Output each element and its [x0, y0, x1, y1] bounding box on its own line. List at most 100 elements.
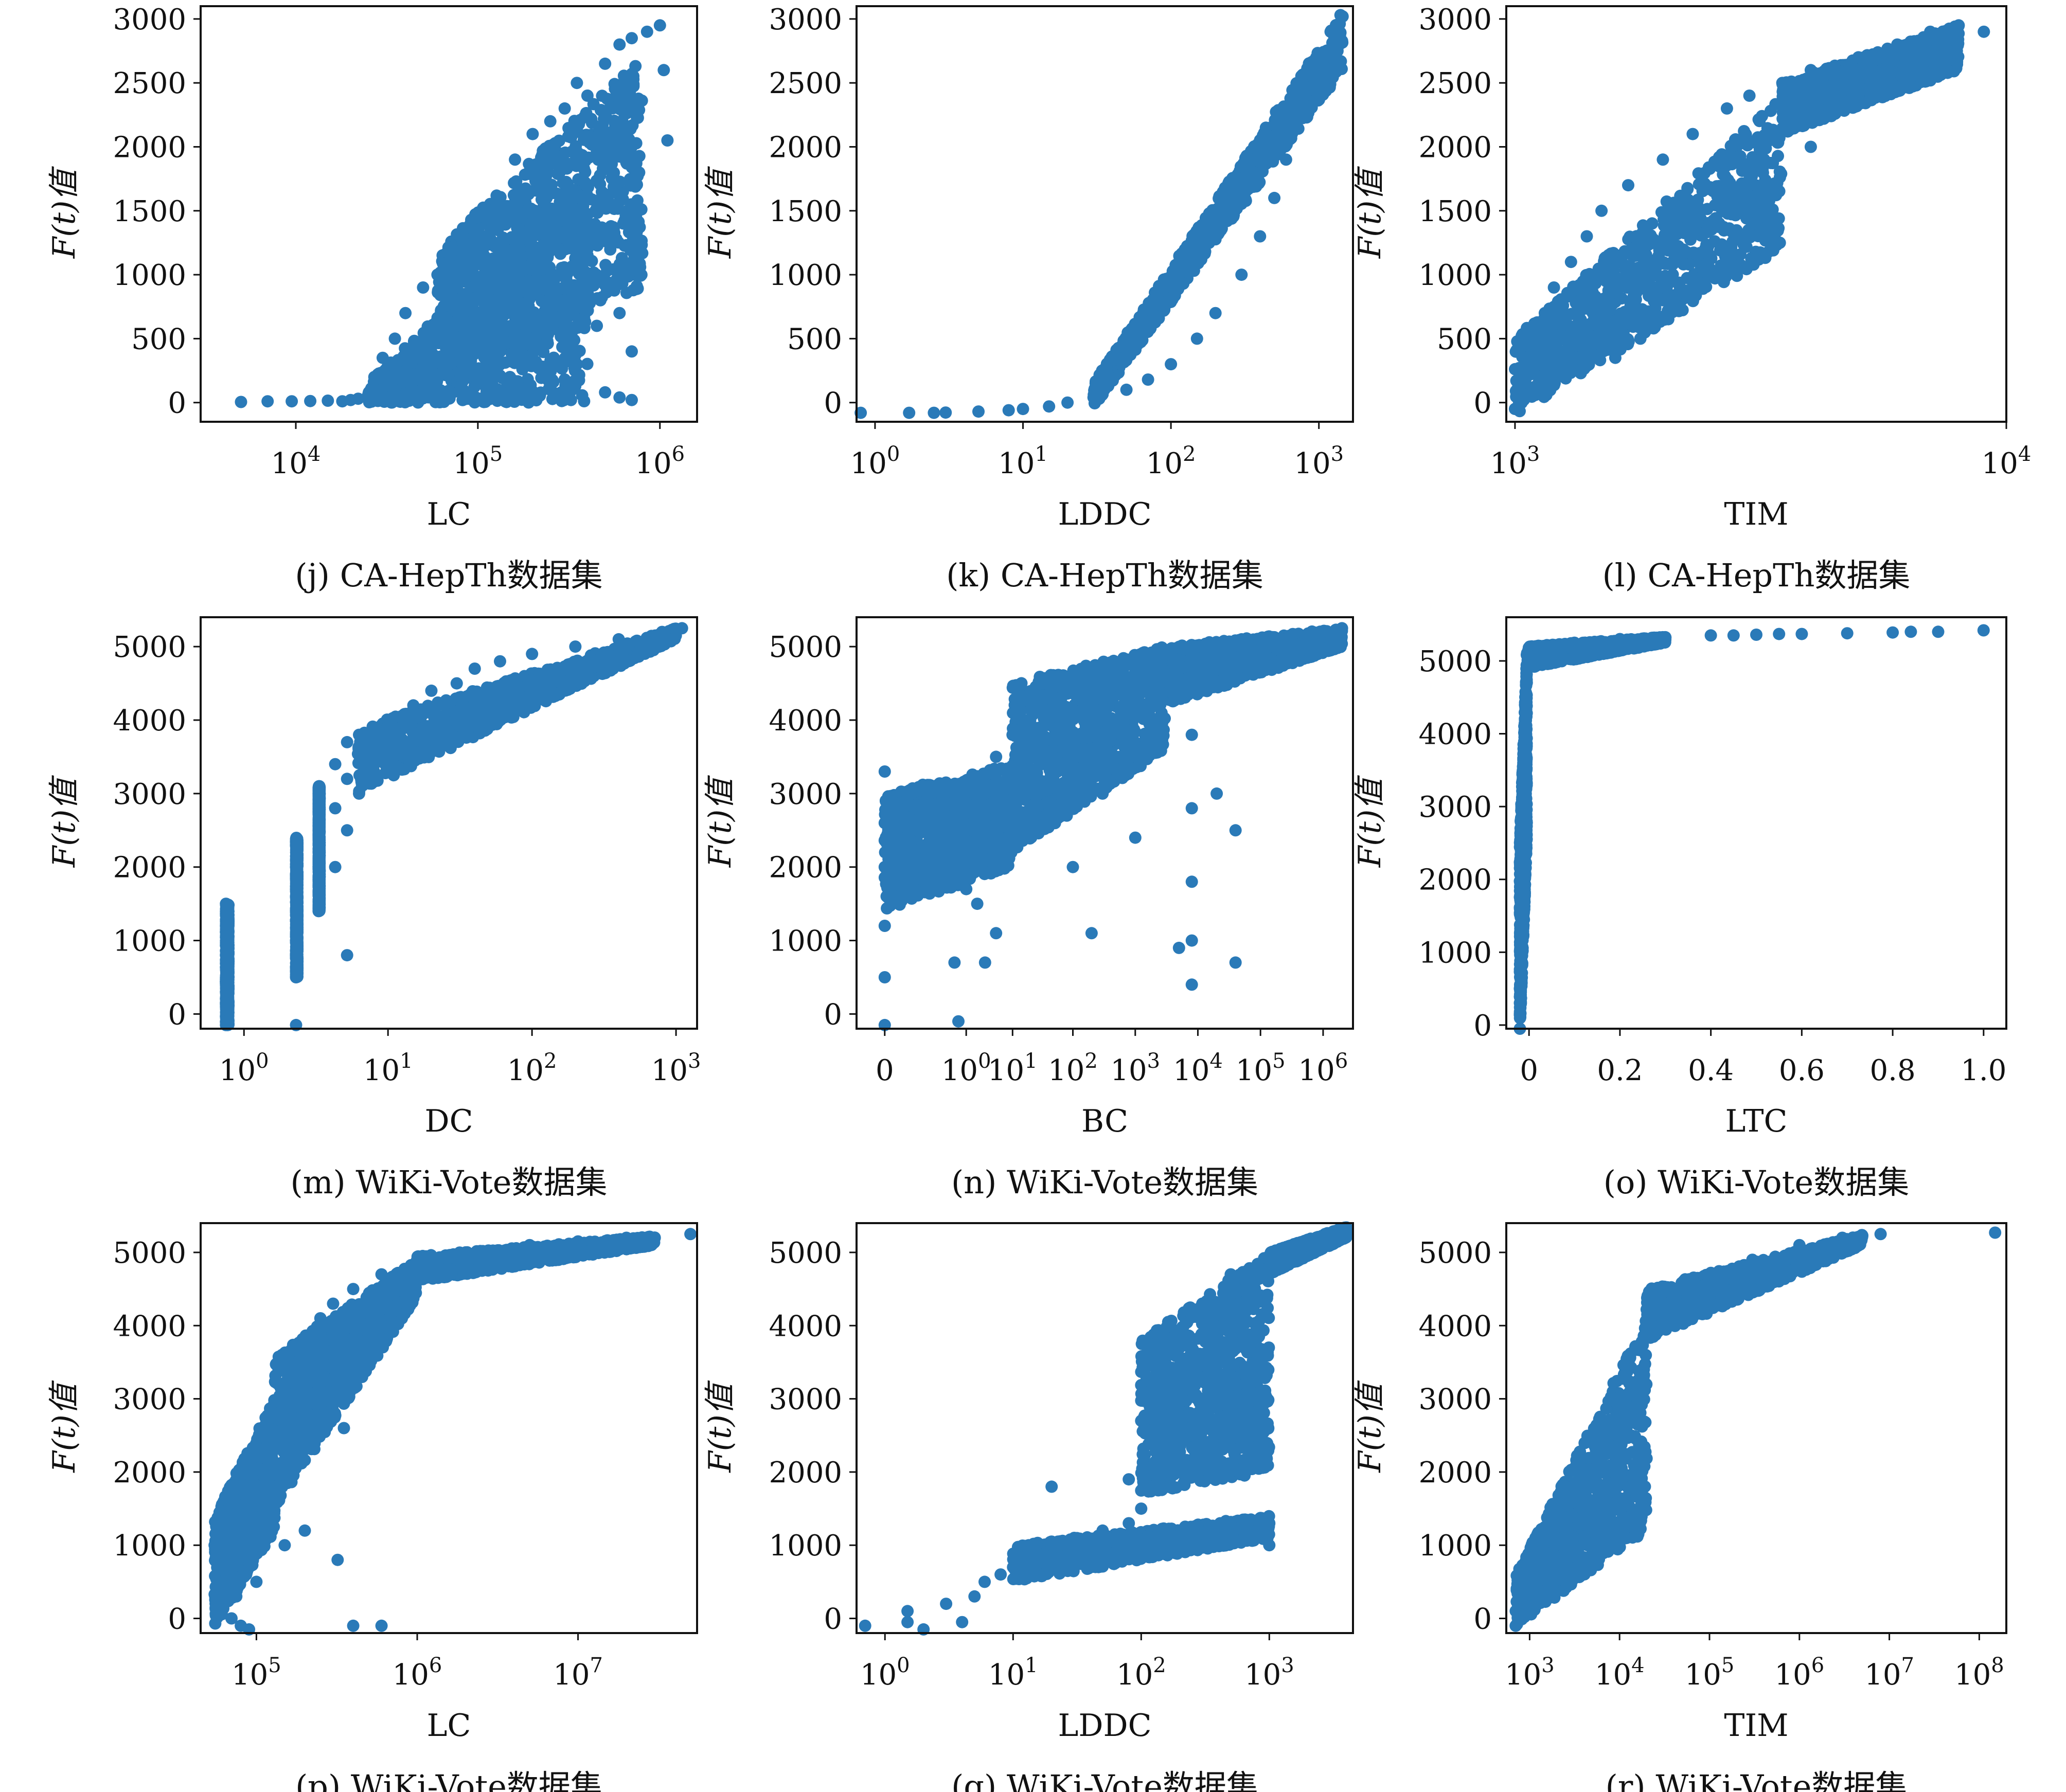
scatter-point [1190, 332, 1203, 345]
scatter-point [1622, 333, 1634, 346]
scatter-point [1114, 355, 1127, 367]
scatter-point [615, 264, 628, 277]
scatter-point [544, 383, 557, 396]
scatter-point [538, 150, 551, 163]
scatter-point [939, 406, 952, 419]
scatter-point [1513, 383, 1526, 396]
scatter-point [399, 307, 412, 319]
scatter-point [1743, 179, 1756, 192]
scatter-point [1952, 19, 1965, 32]
scatter-point [1657, 153, 1669, 166]
scatter-point [1334, 9, 1347, 22]
scatter-point [1321, 63, 1334, 76]
scatter-point [574, 208, 586, 221]
scatter-point [558, 282, 571, 295]
scatter-point [635, 268, 648, 281]
scatter-point [541, 334, 554, 347]
y-tick-label: 0 [168, 387, 186, 420]
scatter-point [1769, 182, 1782, 195]
scatter-point [1734, 248, 1747, 261]
scatter-point [465, 269, 478, 282]
scatter-point [501, 233, 513, 246]
scatter-point [571, 319, 583, 332]
scatter-point [1952, 50, 1965, 63]
y-tick-label: 2000 [1418, 131, 1492, 164]
scatter-point [1209, 307, 1222, 319]
scatter-point [1165, 358, 1178, 371]
scatter-point [640, 25, 653, 38]
scatter-point [591, 319, 603, 332]
y-tick-label: 2500 [769, 67, 842, 100]
scatter-point [618, 239, 631, 252]
x-tick-label: 101 [998, 442, 1048, 480]
scatter-point [1594, 334, 1607, 347]
y-tick-label: 1000 [769, 259, 842, 292]
x-tick-label: 104 [271, 442, 321, 480]
scatter-point [587, 266, 600, 279]
scatter-point [399, 342, 412, 355]
scatter-point [1155, 299, 1168, 312]
scatter-point [635, 235, 648, 247]
scatter-point [1087, 391, 1100, 404]
scatter-point [1190, 225, 1203, 238]
scatter-point [560, 175, 573, 188]
scatter-point [548, 273, 561, 286]
scatter-point [489, 296, 502, 309]
scatter-point [1876, 90, 1889, 103]
scatter-point [1720, 102, 1733, 115]
scatter-point [1609, 351, 1622, 364]
x-tick-label: 103 [1490, 442, 1540, 480]
scatter-point [362, 388, 375, 401]
scatter-point [626, 393, 638, 406]
scatter-point [560, 355, 572, 368]
scatter-point [598, 127, 611, 139]
scatter-point [1662, 304, 1674, 317]
scatter-point [1753, 143, 1766, 156]
scatter-point [1704, 268, 1717, 281]
scatter-point [442, 392, 455, 405]
scatter-point [1639, 240, 1652, 253]
scatter-point [482, 204, 495, 217]
scatter-point [578, 110, 591, 123]
scatter-point [559, 310, 571, 322]
scatter-point [1752, 230, 1765, 243]
scatter-point [1176, 265, 1188, 278]
scatter-point [613, 391, 626, 404]
scatter-point [581, 243, 594, 256]
scatter-point [1736, 162, 1749, 174]
scatter-point [558, 102, 571, 115]
scatter-point [473, 244, 486, 257]
scatter-point [526, 128, 539, 140]
scatter-point [1740, 263, 1753, 276]
scatter-point [597, 146, 610, 159]
scatter-point [578, 395, 591, 407]
scatter-point [620, 156, 633, 169]
scatter-point [1298, 89, 1311, 102]
scatter-point [458, 255, 471, 268]
scatter-point [286, 395, 298, 408]
scatter-point [610, 89, 622, 102]
scatter-point [560, 160, 573, 173]
scatter-point [443, 243, 456, 256]
scatter-point [539, 177, 551, 190]
scatter-point [1978, 25, 1990, 38]
scatter-point [1752, 113, 1765, 126]
scatter-point [1173, 249, 1186, 262]
scatter-point [903, 406, 916, 419]
scatter-point [1759, 173, 1772, 186]
scatter-point [431, 268, 444, 281]
scatter-point [430, 381, 442, 393]
scatter-point [1924, 25, 1937, 38]
scatter-point [1302, 102, 1314, 115]
scatter-point [480, 305, 493, 318]
scatter-point [1920, 75, 1932, 88]
scatter-point [1167, 289, 1180, 302]
scatter-point [1312, 94, 1325, 107]
scatter-point [468, 381, 481, 393]
scatter-point [1002, 404, 1015, 417]
scatter-point [571, 358, 583, 371]
x-tick-label: 103 [1294, 442, 1344, 480]
scatter-point [585, 138, 598, 151]
scatter-point [455, 244, 468, 257]
